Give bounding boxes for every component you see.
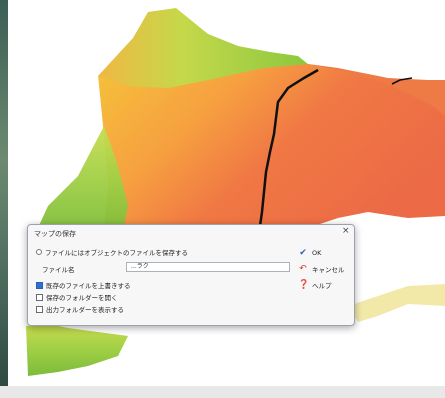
option-open-folder[interactable]: 保存のフォルダーを開く <box>36 292 118 302</box>
cancel-button-label: キャンセル <box>312 266 345 274</box>
window-left-edge <box>0 0 8 398</box>
option-label: 既存のファイルを上書きする <box>46 282 131 290</box>
terrain-lower-right <box>348 284 445 322</box>
filename-label-row: ファイル名 <box>42 264 75 274</box>
save-map-dialog: マップの保存 × ファイルにはオブジェクトのファイルを保存する ファイル名 ..… <box>27 224 355 326</box>
open-folder-checkbox[interactable] <box>36 293 43 301</box>
ok-button-label: OK <box>312 249 322 257</box>
overwrite-checkbox[interactable] <box>36 281 43 289</box>
close-icon[interactable]: × <box>342 226 350 236</box>
undo-arrow-icon: ↶ <box>299 264 307 274</box>
filename-label: ファイル名 <box>42 266 75 274</box>
help-icon: ❓ <box>298 280 310 290</box>
option-show-output[interactable]: 出力フォルダーを表示する <box>36 304 124 314</box>
radio-button[interactable] <box>36 249 42 255</box>
option-label: 出力フォルダーを表示する <box>46 306 124 314</box>
status-bar <box>0 386 445 398</box>
route-line <box>258 68 319 227</box>
terrain-front-slope <box>36 126 128 236</box>
terrain-3d-surface[interactable] <box>8 6 445 386</box>
radio-label: ファイルにはオブジェクトのファイルを保存する <box>45 249 188 257</box>
cancel-button[interactable]: ↶ キャンセル <box>298 264 345 274</box>
show-output-checkbox[interactable] <box>36 305 43 313</box>
terrain-lower-green <box>26 324 128 376</box>
filename-input[interactable]: ...ラク <box>126 262 290 272</box>
checkmark-icon: ✔ <box>299 248 307 258</box>
terrain-main-ridge <box>98 64 445 240</box>
option-label: 保存のフォルダーを開く <box>46 294 118 302</box>
help-button[interactable]: ❓ ヘルプ <box>298 280 332 290</box>
route-line-right <box>391 77 413 85</box>
save-target-radio-row[interactable]: ファイルにはオブジェクトのファイルを保存する <box>36 247 188 257</box>
option-overwrite[interactable]: 既存のファイルを上書きする <box>36 280 131 290</box>
ok-button[interactable]: ✔ OK <box>298 248 321 258</box>
dialog-title: マップの保存 <box>34 230 76 238</box>
help-button-label: ヘルプ <box>312 282 332 290</box>
